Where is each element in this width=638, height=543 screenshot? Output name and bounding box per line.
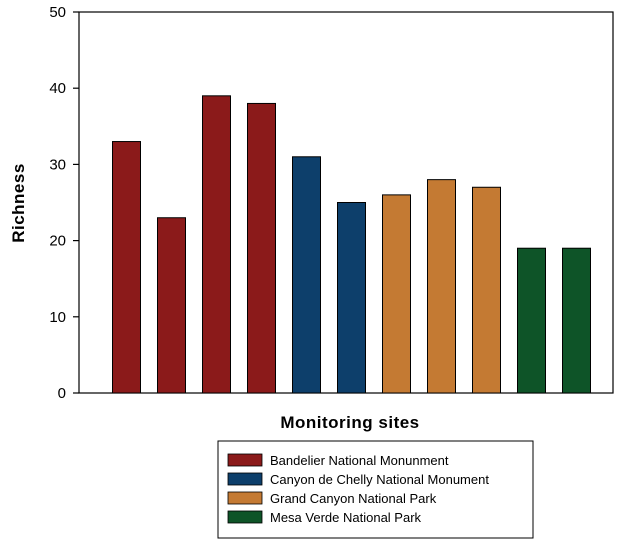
bar-5 — [292, 156, 321, 394]
legend-label: Grand Canyon National Park — [270, 491, 437, 506]
legend: Bandelier National Monunment Canyon de Ch… — [217, 440, 534, 539]
bar-10 — [517, 247, 546, 394]
y-axis-title: Richness — [9, 163, 28, 243]
bar-4 — [247, 102, 276, 394]
bar-2 — [157, 217, 186, 394]
legend-swatch — [227, 491, 263, 505]
y-tick-label: 30 — [49, 156, 66, 173]
bar-9 — [472, 186, 501, 394]
x-axis-title: Monitoring sites — [280, 413, 419, 432]
bar-7 — [382, 194, 411, 394]
bar-8 — [427, 179, 456, 394]
legend-swatch — [227, 510, 263, 524]
bar-11 — [562, 247, 591, 394]
bar-1 — [112, 141, 141, 394]
legend-label: Canyon de Chelly National Monument — [270, 472, 489, 487]
bars-group — [112, 95, 591, 394]
legend-swatch — [227, 453, 263, 467]
y-tick-label: 40 — [49, 80, 66, 97]
legend-swatch — [227, 472, 263, 486]
y-axis: 0 10 20 30 40 50 — [49, 4, 79, 402]
legend-label: Bandelier National Monunment — [270, 453, 449, 468]
y-tick-label: 10 — [49, 309, 66, 326]
y-tick-label: 20 — [49, 233, 66, 250]
legend-label: Mesa Verde National Park — [270, 510, 422, 525]
bar-3 — [202, 95, 231, 394]
y-tick-label: 0 — [58, 385, 66, 402]
y-tick-label: 50 — [49, 4, 66, 21]
bar-6 — [337, 202, 366, 394]
legend-frame — [217, 440, 534, 539]
